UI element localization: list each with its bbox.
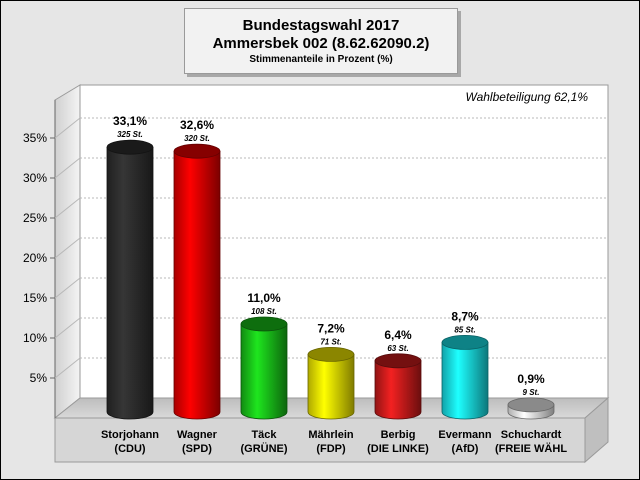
category-party: (FDP) bbox=[316, 443, 346, 455]
bar-top bbox=[240, 316, 288, 332]
bar-body bbox=[173, 150, 221, 420]
votes-label: 9 St. bbox=[523, 388, 540, 397]
bar bbox=[240, 316, 288, 420]
bar-body bbox=[307, 354, 355, 420]
bar-top bbox=[106, 139, 154, 155]
y-tick-label: 30% bbox=[23, 171, 47, 185]
gridline-side bbox=[54, 357, 81, 379]
category-name: Evermann bbox=[438, 429, 491, 441]
gridline-side bbox=[54, 237, 81, 259]
bar-top bbox=[173, 143, 221, 159]
votes-label: 71 St. bbox=[320, 337, 341, 346]
value-label: 8,7% bbox=[451, 309, 479, 323]
bar-body bbox=[240, 323, 288, 420]
value-label: 11,0% bbox=[247, 291, 281, 305]
votes-label: 108 St. bbox=[251, 307, 277, 316]
bar-body bbox=[441, 342, 489, 420]
bar-top bbox=[374, 353, 422, 369]
chart-title: Bundestagswahl 2017 bbox=[242, 17, 400, 34]
bar bbox=[307, 346, 355, 420]
back-wall bbox=[79, 84, 609, 399]
value-label: 6,4% bbox=[384, 328, 412, 342]
y-tick-label: 35% bbox=[23, 131, 47, 145]
gridline-side bbox=[54, 317, 81, 339]
category-party: (CDU) bbox=[114, 443, 145, 455]
category-name: Schuchardt bbox=[501, 429, 562, 441]
category-party: (FREIE WÄHL bbox=[495, 442, 567, 455]
bar-body bbox=[106, 146, 154, 420]
y-tick-label: 15% bbox=[23, 291, 47, 305]
gridline-side bbox=[54, 157, 81, 179]
value-label: 33,1% bbox=[113, 114, 147, 128]
bar-top bbox=[441, 334, 489, 350]
chart-title-box: Bundestagswahl 2017 Ammersbek 002 (8.62.… bbox=[184, 8, 458, 74]
votes-label: 320 St. bbox=[184, 134, 210, 143]
votes-label: 325 St. bbox=[117, 130, 143, 139]
bar bbox=[374, 353, 422, 420]
category-party: (DIE LINKE) bbox=[367, 443, 429, 455]
gridline-side bbox=[54, 277, 81, 299]
y-tick-label: 5% bbox=[30, 371, 48, 385]
votes-label: 85 St. bbox=[454, 325, 475, 334]
category-name: Mährlein bbox=[308, 429, 354, 441]
bar bbox=[106, 139, 154, 420]
value-label: 32,6% bbox=[180, 118, 214, 132]
category-party: (GRÜNE) bbox=[240, 442, 287, 455]
gridline-side bbox=[54, 197, 81, 219]
value-label: 0,9% bbox=[517, 372, 545, 386]
bar-top bbox=[507, 397, 555, 413]
turnout-label: Wahlbeteiligung 62,1% bbox=[465, 90, 588, 104]
category-name: Täck bbox=[251, 429, 277, 441]
category-name: Storjohann bbox=[101, 429, 159, 441]
bar bbox=[507, 397, 555, 420]
chart-caption: Stimmenanteile in Prozent (%) bbox=[249, 54, 393, 65]
value-label: 7,2% bbox=[317, 321, 345, 335]
bar bbox=[173, 143, 221, 420]
y-tick-label: 20% bbox=[23, 251, 47, 265]
bar bbox=[441, 334, 489, 420]
gridline-side bbox=[54, 117, 81, 139]
y-tick-label: 25% bbox=[23, 211, 47, 225]
bar-body bbox=[374, 360, 422, 420]
category-party: (AfD) bbox=[452, 443, 479, 455]
label-band-side bbox=[584, 396, 609, 464]
y-tick-label: 10% bbox=[23, 331, 47, 345]
bar-top bbox=[307, 346, 355, 362]
category-name: Wagner bbox=[177, 429, 218, 441]
votes-label: 63 St. bbox=[387, 344, 408, 353]
category-party: (SPD) bbox=[182, 443, 212, 455]
chart-subtitle-region: Ammersbek 002 (8.62.62090.2) bbox=[212, 35, 430, 52]
category-name: Berbig bbox=[381, 429, 416, 441]
